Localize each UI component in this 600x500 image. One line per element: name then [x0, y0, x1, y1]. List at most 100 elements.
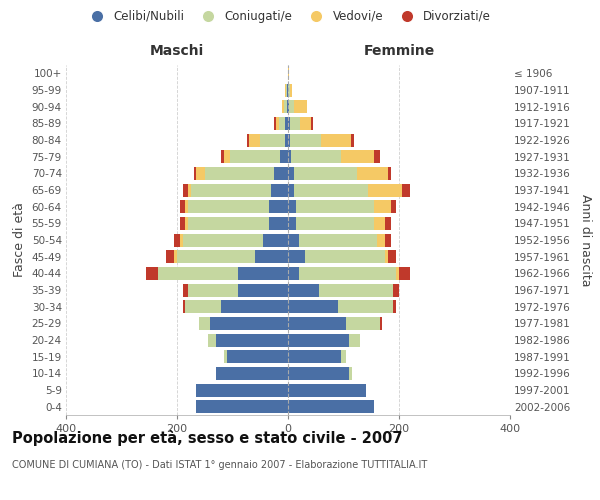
Bar: [216, 334, 288, 346]
Bar: [205, 167, 274, 180]
Bar: [199, 317, 211, 330]
Bar: [180, 200, 185, 213]
Bar: [271, 184, 288, 196]
Bar: [288, 284, 319, 296]
Bar: [180, 217, 185, 230]
Bar: [211, 317, 288, 330]
Bar: [166, 250, 174, 263]
Bar: [289, 100, 293, 113]
Bar: [288, 234, 299, 246]
Bar: [194, 167, 196, 180]
Bar: [285, 134, 288, 146]
Bar: [291, 150, 341, 163]
Bar: [377, 234, 385, 246]
Bar: [288, 350, 341, 363]
Bar: [296, 217, 374, 230]
Bar: [319, 284, 394, 296]
Bar: [385, 234, 391, 246]
Bar: [278, 117, 285, 130]
Bar: [254, 250, 288, 263]
Bar: [191, 184, 271, 196]
Text: Femmine: Femmine: [364, 44, 434, 59]
Bar: [185, 300, 221, 313]
Bar: [346, 317, 380, 330]
Bar: [238, 267, 288, 280]
Bar: [288, 267, 299, 280]
Bar: [286, 84, 287, 96]
Bar: [288, 367, 349, 380]
Bar: [174, 234, 180, 246]
Bar: [402, 184, 410, 196]
Bar: [288, 384, 366, 396]
Bar: [288, 184, 293, 196]
Bar: [388, 167, 391, 180]
Bar: [299, 234, 377, 246]
Bar: [230, 150, 280, 163]
Bar: [224, 150, 230, 163]
Bar: [182, 300, 185, 313]
Bar: [288, 117, 290, 130]
Y-axis label: Anni di nascita: Anni di nascita: [579, 194, 592, 286]
Bar: [358, 167, 388, 180]
Bar: [276, 117, 278, 130]
Bar: [216, 367, 288, 380]
Bar: [182, 234, 263, 246]
Bar: [288, 150, 291, 163]
Bar: [260, 134, 285, 146]
Bar: [274, 117, 276, 130]
Bar: [269, 217, 288, 230]
Bar: [385, 250, 388, 263]
Bar: [374, 150, 380, 163]
Bar: [299, 267, 396, 280]
Bar: [394, 300, 396, 313]
Bar: [285, 117, 288, 130]
Bar: [182, 184, 188, 196]
Bar: [288, 200, 296, 213]
Bar: [282, 100, 284, 113]
Text: Popolazione per età, sesso e stato civile - 2007: Popolazione per età, sesso e stato civil…: [12, 430, 403, 446]
Bar: [285, 84, 286, 96]
Bar: [351, 134, 354, 146]
Bar: [385, 217, 391, 230]
Bar: [249, 134, 260, 146]
Bar: [288, 84, 290, 96]
Bar: [300, 117, 311, 130]
Bar: [288, 167, 293, 180]
Legend: Celibi/Nubili, Coniugati/e, Vedovi/e, Divorziati/e: Celibi/Nubili, Coniugati/e, Vedovi/e, Di…: [80, 5, 496, 28]
Bar: [185, 200, 188, 213]
Bar: [182, 284, 188, 296]
Bar: [394, 284, 399, 296]
Bar: [224, 350, 227, 363]
Bar: [146, 267, 158, 280]
Bar: [399, 267, 410, 280]
Bar: [288, 334, 349, 346]
Bar: [368, 184, 402, 196]
Bar: [396, 267, 399, 280]
Bar: [311, 117, 313, 130]
Bar: [188, 184, 191, 196]
Bar: [293, 184, 368, 196]
Bar: [269, 200, 288, 213]
Bar: [288, 300, 338, 313]
Bar: [341, 150, 374, 163]
Bar: [263, 234, 288, 246]
Bar: [288, 134, 290, 146]
Bar: [288, 400, 374, 413]
Bar: [349, 367, 352, 380]
Bar: [196, 167, 205, 180]
Bar: [188, 284, 238, 296]
Bar: [338, 300, 394, 313]
Bar: [174, 250, 177, 263]
Bar: [227, 350, 288, 363]
Bar: [290, 84, 292, 96]
Bar: [274, 167, 288, 180]
Bar: [238, 284, 288, 296]
Bar: [388, 250, 396, 263]
Bar: [380, 317, 382, 330]
Bar: [284, 100, 287, 113]
Bar: [177, 250, 254, 263]
Y-axis label: Fasce di età: Fasce di età: [13, 202, 26, 278]
Bar: [208, 334, 216, 346]
Bar: [391, 200, 396, 213]
Bar: [293, 167, 358, 180]
